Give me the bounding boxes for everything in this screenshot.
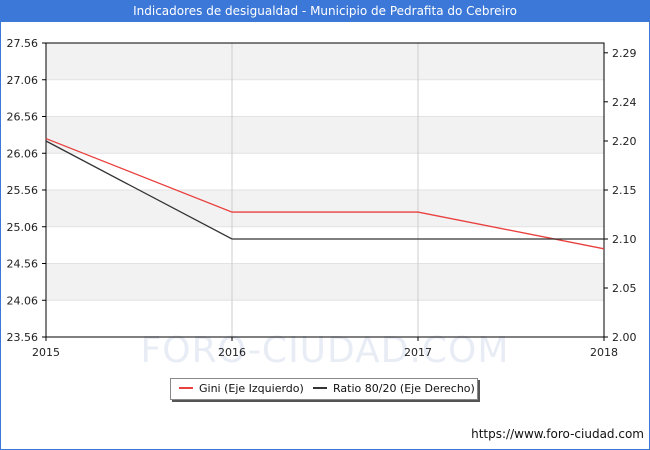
right-axis-tick-label: 2.05 [612,282,637,295]
legend-item-gini: Gini (Eje Izquierdo) [179,379,304,399]
grid-band [46,264,604,301]
right-axis-tick-label: 2.10 [612,233,637,246]
legend-swatch-ratio [313,387,327,389]
chart-legend: Gini (Eje Izquierdo) Ratio 80/20 (Eje De… [170,378,478,400]
legend-label-gini: Gini (Eje Izquierdo) [199,382,304,395]
legend-label-ratio: Ratio 80/20 (Eje Derecho) [333,382,475,395]
legend-item-ratio: Ratio 80/20 (Eje Derecho) [313,379,475,399]
right-axis-tick-label: 2.29 [612,47,637,60]
left-axis-tick-label: 25.56 [7,184,39,197]
right-axis-tick-label: 2.24 [612,96,637,109]
left-axis-tick-label: 26.06 [7,147,39,160]
grid-band [46,190,604,227]
left-axis-tick-label: 27.06 [7,74,39,87]
right-axis-tick-label: 2.20 [612,135,637,148]
grid-band [46,117,604,154]
source-url: https://www.foro-ciudad.com [471,427,644,441]
left-axis-tick-label: 25.06 [7,221,39,234]
x-axis-tick-label: 2017 [404,346,432,359]
right-axis-tick-label: 2.00 [612,331,637,344]
left-axis-tick-label: 24.56 [7,258,39,271]
legend-swatch-gini [179,387,193,389]
left-axis-tick-label: 23.56 [7,331,39,344]
left-axis-tick-label: 26.56 [7,111,39,124]
x-axis-tick-label: 2018 [590,346,618,359]
x-axis-tick-label: 2016 [218,346,246,359]
right-axis-tick-label: 2.15 [612,184,637,197]
x-axis-tick-label: 2015 [32,346,60,359]
grid-band [46,43,604,80]
left-axis-tick-label: 24.06 [7,294,39,307]
left-axis-tick-label: 27.56 [7,37,39,50]
